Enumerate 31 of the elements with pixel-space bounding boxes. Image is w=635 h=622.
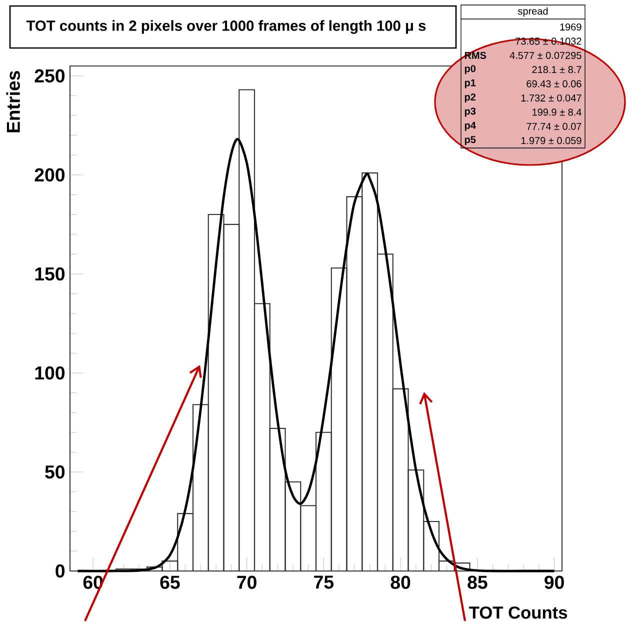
x-tick-label: 80 <box>390 576 410 589</box>
y-tick-label: 0 <box>56 564 65 578</box>
y-tick-label: 150 <box>35 267 65 281</box>
annotation: p3 <box>464 108 476 117</box>
text: 1969 <box>560 23 582 31</box>
text: 4.577 ± 0.07295 <box>510 52 582 59</box>
annotation: p5 <box>464 136 476 146</box>
annotation: 1.979 ± 0.059 <box>521 137 582 144</box>
x-tick-label: 85 <box>468 576 488 589</box>
x-tick-label: 70 <box>237 576 256 589</box>
annotation: p4 <box>464 122 476 131</box>
x-tick-label: 65 <box>160 576 180 589</box>
annotation: p2 <box>464 93 476 102</box>
annotation: 77.74 ± 0.07 <box>526 122 582 130</box>
y-tick-label: 50 <box>45 465 65 479</box>
text: spread <box>518 7 548 17</box>
x-axis-title: TOT Counts <box>469 606 568 619</box>
x-tick-label: 75 <box>314 576 334 589</box>
annotation: 1.732 ± 0.047 <box>521 94 582 102</box>
y-tick-label: 250 <box>34 69 65 82</box>
annotation: p0 <box>464 65 476 74</box>
y-tick-label: 200 <box>34 168 65 182</box>
y-axis-title: Entries <box>6 70 20 132</box>
annotation: 199.9 ± 8.4 <box>532 108 582 116</box>
annotation: 218.1 ± 8.7 <box>532 66 582 74</box>
x-tick-label: 90 <box>544 576 564 589</box>
annotation: p1 <box>464 79 476 88</box>
text: RMS <box>464 52 486 59</box>
annotation: 69.43 ± 0.06 <box>526 80 582 88</box>
chart-title: TOT counts in 2 pixels over 1000 frames of length 100 μ s <box>26 20 426 34</box>
y-tick-label: 100 <box>35 366 65 380</box>
